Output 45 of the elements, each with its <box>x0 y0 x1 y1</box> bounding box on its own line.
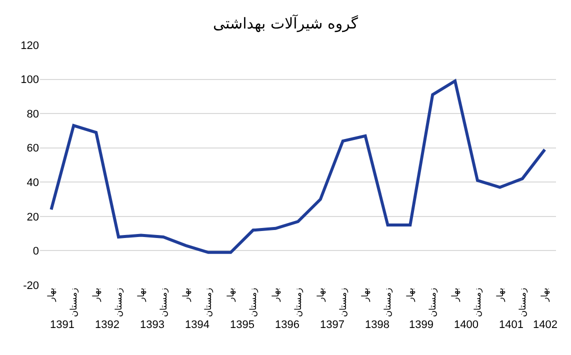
text: 1392 <box>95 319 120 331</box>
x-tick-label: بهار <box>136 288 147 303</box>
x-tick-label: زمستان <box>428 288 439 318</box>
x-tick-label: زمستان <box>249 288 260 318</box>
text: 1398 <box>365 319 390 331</box>
y-tick-label: 40 <box>26 176 39 189</box>
text: 1391 <box>50 319 74 331</box>
x-tick-label: بهار <box>226 288 237 303</box>
y-tick-label: 120 <box>20 40 39 52</box>
y-tick-label: 20 <box>26 211 39 224</box>
text: 1401 <box>499 319 524 331</box>
x-tick-label: زمستان <box>338 288 349 318</box>
x-tick-label: بهار <box>182 288 192 303</box>
text: 1393 <box>140 319 164 331</box>
x-tick-label: زمستان <box>204 288 214 318</box>
x-tick-label: زمستان <box>384 288 394 318</box>
x-tick-label: بهار <box>92 288 102 303</box>
x-tick-label: بهار <box>361 288 372 303</box>
x-tick-label: زمستان <box>70 288 80 318</box>
x-tick-label: زمستان <box>159 288 170 318</box>
x-tick-label: بهار <box>271 288 282 303</box>
x-tick-label: بهار <box>540 288 551 303</box>
text: 1396 <box>275 319 300 331</box>
line-series <box>50 80 546 254</box>
text: 1400 <box>454 319 478 331</box>
text: 1394 <box>185 319 210 331</box>
text: 1395 <box>230 319 254 331</box>
y-tick-label: -20 <box>23 280 39 292</box>
x-tick-label: زمستان <box>473 288 484 318</box>
x-tick-label: زمستان <box>114 288 124 318</box>
x-tick-label: بهار <box>47 288 58 303</box>
y-tick-label: 80 <box>26 108 39 120</box>
x-tick-label: بهار <box>450 288 461 303</box>
x-tick-label: زمستان <box>518 288 528 318</box>
x-tick-label: بهار <box>496 288 506 303</box>
y-tick-label: 60 <box>26 142 39 155</box>
y-tick-label: 100 <box>20 74 39 86</box>
chart-title: گروه شیرآلات بهداشتی <box>213 13 359 32</box>
x-tick-label: زمستان <box>294 288 304 318</box>
text: 1397 <box>320 319 344 331</box>
x-tick-label: بهار <box>406 288 416 303</box>
y-tick-label: 0 <box>32 246 39 258</box>
text: 1402 <box>533 319 558 331</box>
text: 1399 <box>409 319 434 331</box>
x-tick-label: بهار <box>316 288 326 303</box>
